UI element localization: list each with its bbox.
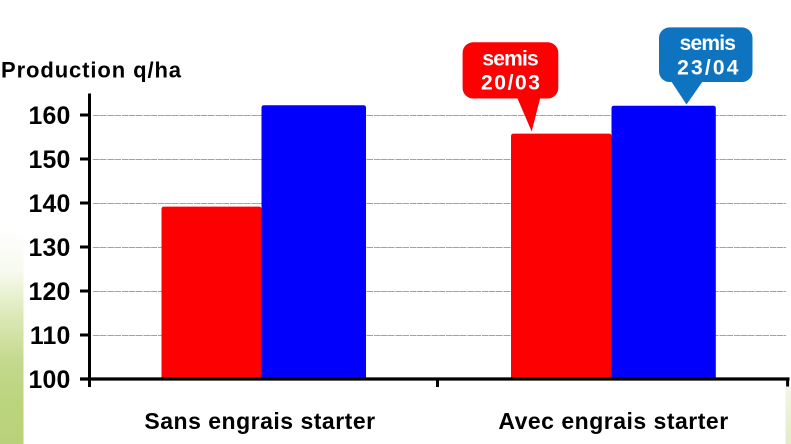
svg-text:110: 110 bbox=[30, 323, 71, 350]
svg-text:100: 100 bbox=[29, 367, 71, 394]
svg-text:Avec engrais starter: Avec engrais starter bbox=[498, 408, 728, 434]
svg-text:130: 130 bbox=[29, 235, 71, 262]
svg-text:23/04: 23/04 bbox=[677, 57, 741, 80]
svg-text:160: 160 bbox=[29, 103, 71, 130]
svg-text:150: 150 bbox=[29, 147, 71, 174]
svg-text:20/03: 20/03 bbox=[481, 72, 542, 95]
svg-text:Sans engrais starter: Sans engrais starter bbox=[144, 408, 375, 434]
svg-text:Production q/ha: Production q/ha bbox=[1, 58, 182, 83]
svg-text:140: 140 bbox=[29, 191, 71, 218]
svg-text:semis: semis bbox=[482, 48, 538, 71]
svg-text:120: 120 bbox=[29, 279, 71, 306]
svg-text:semis: semis bbox=[680, 32, 736, 55]
